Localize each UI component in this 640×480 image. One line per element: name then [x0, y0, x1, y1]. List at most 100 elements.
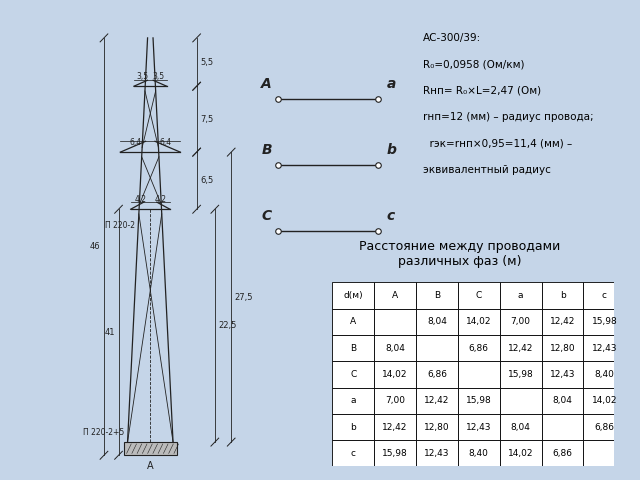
Text: b: b — [559, 291, 565, 300]
Text: В: В — [350, 344, 356, 353]
Bar — [584, 387, 625, 414]
Bar — [584, 309, 625, 335]
Bar — [332, 440, 374, 467]
Text: 12,42: 12,42 — [550, 317, 575, 326]
Text: 6,86: 6,86 — [469, 344, 489, 353]
Bar — [124, 442, 177, 455]
Bar — [374, 440, 416, 467]
Bar — [500, 309, 541, 335]
Text: 4,2: 4,2 — [134, 195, 147, 204]
Text: 14,02: 14,02 — [382, 370, 408, 379]
Bar — [458, 387, 500, 414]
Bar — [332, 335, 374, 361]
Bar — [584, 335, 625, 361]
Text: а: а — [518, 291, 524, 300]
Text: С: С — [350, 370, 356, 379]
Text: 8,04: 8,04 — [511, 422, 531, 432]
Bar — [416, 282, 458, 309]
Text: С: С — [262, 209, 272, 223]
Text: 8,04: 8,04 — [552, 396, 572, 405]
Bar — [500, 282, 541, 309]
Bar — [541, 361, 584, 387]
Text: 7,00: 7,00 — [385, 396, 405, 405]
Text: 14,02: 14,02 — [466, 317, 492, 326]
Text: 15,98: 15,98 — [466, 396, 492, 405]
Text: с: с — [351, 449, 356, 458]
Text: 12,43: 12,43 — [591, 344, 617, 353]
Text: 12,80: 12,80 — [550, 344, 575, 353]
Bar — [374, 361, 416, 387]
Bar — [584, 282, 625, 309]
Text: 41: 41 — [104, 328, 115, 337]
Text: С: С — [476, 291, 482, 300]
Text: 3,5: 3,5 — [152, 72, 164, 81]
Bar — [332, 361, 374, 387]
Text: 12,42: 12,42 — [508, 344, 533, 353]
Text: R₀=0,0958 (Ом/км): R₀=0,0958 (Ом/км) — [423, 60, 525, 70]
Bar — [332, 282, 374, 309]
Text: 15,98: 15,98 — [508, 370, 534, 379]
Text: 12,42: 12,42 — [383, 422, 408, 432]
Bar — [541, 387, 584, 414]
Text: 6,86: 6,86 — [595, 422, 614, 432]
Bar — [374, 387, 416, 414]
Text: b: b — [350, 422, 356, 432]
Text: rнп=12 (мм) – радиус провода;: rнп=12 (мм) – радиус провода; — [423, 112, 594, 122]
Bar — [458, 335, 500, 361]
Bar — [332, 414, 374, 440]
Text: 6,4: 6,4 — [129, 138, 141, 146]
Text: 14,02: 14,02 — [508, 449, 533, 458]
Bar — [500, 335, 541, 361]
Bar — [416, 387, 458, 414]
Bar — [500, 440, 541, 467]
Bar — [541, 282, 584, 309]
Text: 6,4: 6,4 — [159, 138, 172, 146]
Text: 22,5: 22,5 — [218, 321, 237, 330]
Bar — [374, 414, 416, 440]
Text: 15,98: 15,98 — [382, 449, 408, 458]
Bar — [458, 440, 500, 467]
Text: 8,04: 8,04 — [427, 317, 447, 326]
Text: 6,5: 6,5 — [200, 176, 214, 185]
Text: 12,43: 12,43 — [466, 422, 492, 432]
Text: 27,5: 27,5 — [235, 293, 253, 301]
Text: 7,5: 7,5 — [200, 115, 214, 124]
Bar — [332, 309, 374, 335]
Text: 8,04: 8,04 — [385, 344, 405, 353]
Text: 4,2: 4,2 — [154, 195, 166, 204]
Text: 12,43: 12,43 — [424, 449, 450, 458]
Bar — [416, 335, 458, 361]
Text: эквивалентный радиус: эквивалентный радиус — [423, 165, 551, 175]
Text: 7,00: 7,00 — [511, 317, 531, 326]
Bar — [541, 440, 584, 467]
Bar — [416, 414, 458, 440]
Bar — [458, 361, 500, 387]
Text: b: b — [387, 144, 397, 157]
Text: 12,80: 12,80 — [424, 422, 450, 432]
Bar — [458, 309, 500, 335]
Bar — [416, 440, 458, 467]
Text: 6,86: 6,86 — [552, 449, 573, 458]
Text: а: а — [387, 77, 396, 92]
Text: 6,86: 6,86 — [427, 370, 447, 379]
Bar — [584, 440, 625, 467]
Text: 14,02: 14,02 — [591, 396, 617, 405]
Text: 3,5: 3,5 — [136, 72, 148, 81]
Text: 46: 46 — [90, 242, 100, 251]
Text: А: А — [261, 77, 272, 92]
Text: с: с — [387, 209, 395, 223]
Text: 15,98: 15,98 — [591, 317, 617, 326]
Text: В: В — [262, 144, 272, 157]
Bar — [541, 309, 584, 335]
Text: rэк=rнп×0,95=11,4 (мм) –: rэк=rнп×0,95=11,4 (мм) – — [423, 139, 573, 148]
Text: 8,40: 8,40 — [469, 449, 489, 458]
Text: А: А — [392, 291, 398, 300]
Text: П 220-2+5: П 220-2+5 — [83, 428, 124, 437]
Text: 12,43: 12,43 — [550, 370, 575, 379]
Text: d(м): d(м) — [344, 291, 363, 300]
Bar — [500, 387, 541, 414]
Bar — [416, 361, 458, 387]
Text: Rнп= R₀×L=2,47 (Ом): Rнп= R₀×L=2,47 (Ом) — [423, 86, 541, 96]
Text: П 220-2: П 220-2 — [106, 221, 136, 230]
Text: А: А — [147, 461, 154, 471]
